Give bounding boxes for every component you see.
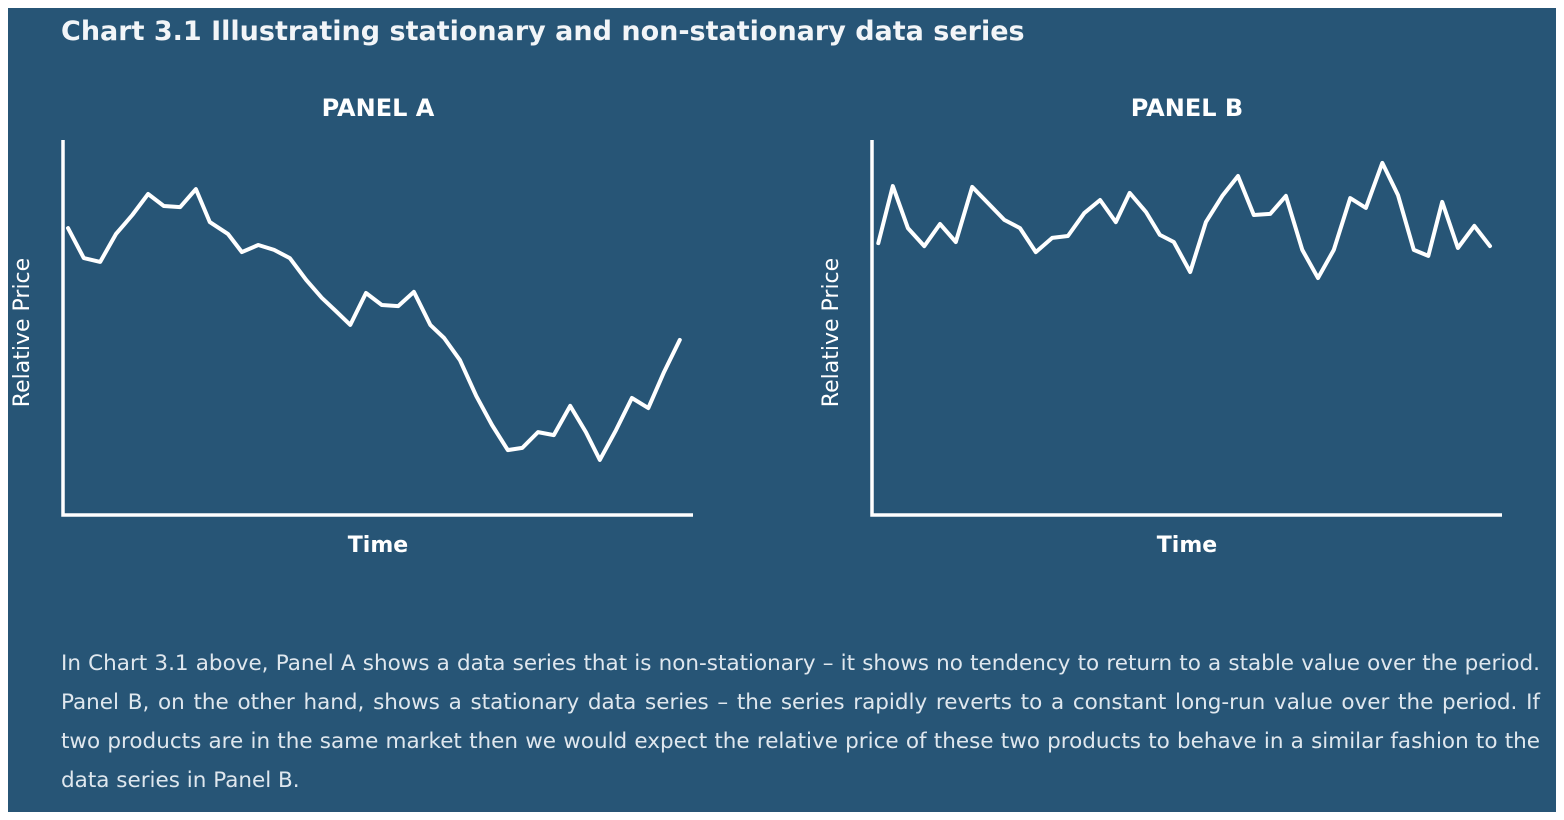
chart-frame: Chart 3.1 Illustrating stationary and no… [8,8,1556,812]
data-line [876,160,1492,280]
panel-title: PANEL A [322,94,435,122]
panel-title: PANEL B [1131,94,1243,122]
x-axis-label: Time [348,533,408,558]
description: In Chart 3.1 above, Panel A shows a data… [61,651,1540,793]
y-axis-label: Relative Price [10,258,35,407]
axes [61,140,693,517]
chart-title: Chart 3.1 Illustrating stationary and no… [61,16,1025,47]
axes [870,140,1502,517]
x-axis-label: Time [1157,533,1217,558]
y-axis-label: Relative Price [819,258,844,407]
charts: PANEL A Time Relative Price PANEL B Time Rela… [10,94,1502,558]
data-line [66,187,682,462]
